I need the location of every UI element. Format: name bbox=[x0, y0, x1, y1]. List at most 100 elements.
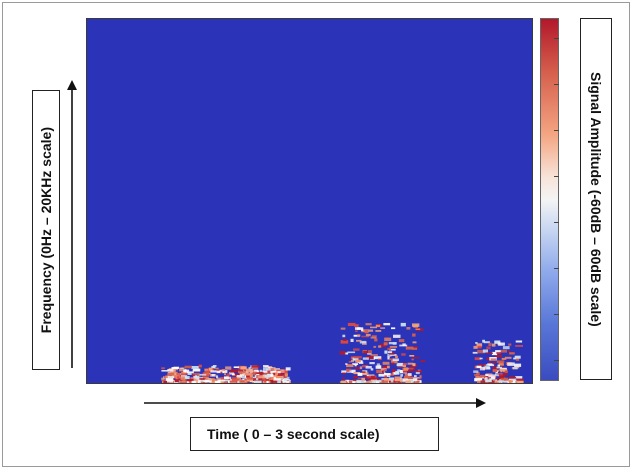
spectrogram-cell bbox=[412, 363, 416, 367]
spectrogram-cell bbox=[249, 374, 253, 378]
spectrogram-cell bbox=[504, 356, 512, 359]
spectrogram-cell bbox=[392, 378, 397, 382]
spectrogram-cell bbox=[284, 369, 288, 374]
spectrogram-cell bbox=[254, 369, 259, 372]
spectrogram-cell bbox=[187, 373, 192, 375]
spectrogram-cell bbox=[216, 377, 225, 382]
spectrogram-cell bbox=[257, 375, 265, 379]
spectrogram-cell bbox=[246, 375, 251, 379]
spectrogram-cell bbox=[406, 327, 411, 330]
spectrogram-cell bbox=[388, 342, 397, 345]
spectrogram-cell bbox=[492, 369, 498, 373]
spectrogram-cell bbox=[390, 354, 397, 356]
spectrogram-cell bbox=[236, 375, 242, 378]
spectrogram-cell bbox=[246, 368, 254, 372]
spectrogram-cell bbox=[341, 370, 347, 373]
spectrogram-cell bbox=[161, 367, 165, 370]
spectrogram-cell bbox=[240, 376, 246, 378]
spectrogram-cell bbox=[394, 378, 403, 382]
spectrogram-cell bbox=[211, 374, 215, 377]
spectrogram-cell bbox=[475, 376, 482, 380]
spectrogram-cell bbox=[179, 380, 186, 383]
spectrogram-cell bbox=[340, 340, 349, 344]
spectrogram-cell bbox=[486, 346, 491, 350]
spectrogram-cell bbox=[485, 367, 491, 370]
spectrogram-cell bbox=[495, 373, 503, 377]
spectrogram-cell bbox=[353, 375, 358, 378]
spectrogram-cell bbox=[246, 378, 253, 382]
spectrogram-cell bbox=[400, 378, 408, 381]
spectrogram-cell bbox=[368, 350, 373, 354]
spectrogram-cell bbox=[419, 375, 422, 379]
spectrogram-cell bbox=[405, 380, 411, 383]
spectrogram-cell bbox=[415, 328, 421, 330]
spectrogram-cell bbox=[386, 379, 394, 382]
spectrogram-cell bbox=[355, 330, 358, 333]
spectrogram-cell bbox=[407, 362, 414, 365]
y-axis-label: Frequency (0Hz – 20KHz scale) bbox=[38, 126, 54, 334]
spectrogram-cell bbox=[342, 372, 346, 375]
spectrogram-cell bbox=[412, 346, 419, 349]
spectrogram-cell bbox=[508, 378, 516, 381]
spectrogram-cell bbox=[268, 377, 272, 380]
spectrogram-cell bbox=[367, 353, 372, 355]
spectrogram-cell bbox=[499, 375, 505, 379]
spectrogram-cell bbox=[224, 376, 229, 380]
y-axis-label-box: Frequency (0Hz – 20KHz scale) bbox=[32, 90, 60, 370]
spectrogram-cell bbox=[486, 357, 491, 360]
spectrogram-cell bbox=[230, 369, 238, 373]
spectrogram-cell bbox=[496, 352, 502, 354]
spectrogram-cell bbox=[415, 371, 420, 375]
spectrogram-cell bbox=[239, 372, 248, 376]
spectrogram-cell bbox=[231, 373, 235, 376]
spectrogram-cell bbox=[253, 380, 262, 383]
spectrogram-cell bbox=[235, 369, 244, 372]
colorbar-tick bbox=[554, 130, 559, 131]
spectrogram-cell bbox=[273, 367, 276, 371]
spectrogram-cell bbox=[370, 354, 378, 356]
spectrogram-cell bbox=[472, 351, 478, 354]
spectrogram-cell bbox=[244, 372, 252, 376]
spectrogram-cell bbox=[474, 378, 483, 382]
spectrogram-cell bbox=[512, 367, 518, 370]
spectrogram-cell bbox=[270, 370, 274, 374]
spectrogram-cell bbox=[227, 377, 231, 379]
spectrogram-cell bbox=[391, 359, 398, 364]
spectrogram-cell bbox=[286, 376, 290, 380]
spectrogram-cell bbox=[479, 375, 486, 377]
spectrogram-cell bbox=[408, 369, 414, 372]
spectrogram-cell bbox=[365, 366, 372, 369]
spectrogram-cell bbox=[199, 378, 206, 381]
spectrogram-cell bbox=[498, 342, 505, 346]
spectrogram-cell bbox=[412, 356, 420, 359]
spectrogram-cell bbox=[381, 380, 388, 383]
spectrogram-cell bbox=[384, 378, 390, 382]
spectrogram-cell bbox=[211, 366, 216, 368]
spectrogram-cell bbox=[342, 334, 346, 338]
spectrogram-cell bbox=[363, 350, 370, 354]
spectrogram-cell bbox=[482, 349, 488, 353]
spectrogram-cell bbox=[359, 340, 367, 344]
spectrogram-cell bbox=[355, 327, 361, 330]
spectrogram-cell bbox=[362, 371, 368, 375]
spectrogram-plot bbox=[86, 18, 533, 384]
spectrogram-cell bbox=[269, 367, 276, 371]
spectrogram-cell bbox=[264, 370, 272, 374]
spectrogram-cell bbox=[412, 341, 417, 344]
spectrogram-cell bbox=[362, 357, 369, 360]
spectrogram-cell bbox=[516, 378, 524, 381]
spectrogram-cell bbox=[191, 366, 199, 369]
spectrogram-cell bbox=[387, 356, 390, 360]
spectrogram-cell bbox=[242, 378, 245, 381]
spectrogram-cell bbox=[240, 368, 249, 371]
spectrogram-cell bbox=[252, 379, 260, 381]
spectrogram-cell bbox=[473, 345, 478, 349]
spectrogram-cell bbox=[505, 379, 512, 381]
spectrogram-cell bbox=[398, 339, 405, 343]
spectrogram-cell bbox=[262, 377, 265, 381]
spectrogram-cell bbox=[352, 379, 360, 382]
spectrogram-cell bbox=[340, 327, 346, 330]
spectrogram-cell bbox=[402, 343, 406, 346]
spectrogram-cell bbox=[184, 365, 192, 369]
spectrogram-cell bbox=[221, 369, 225, 371]
